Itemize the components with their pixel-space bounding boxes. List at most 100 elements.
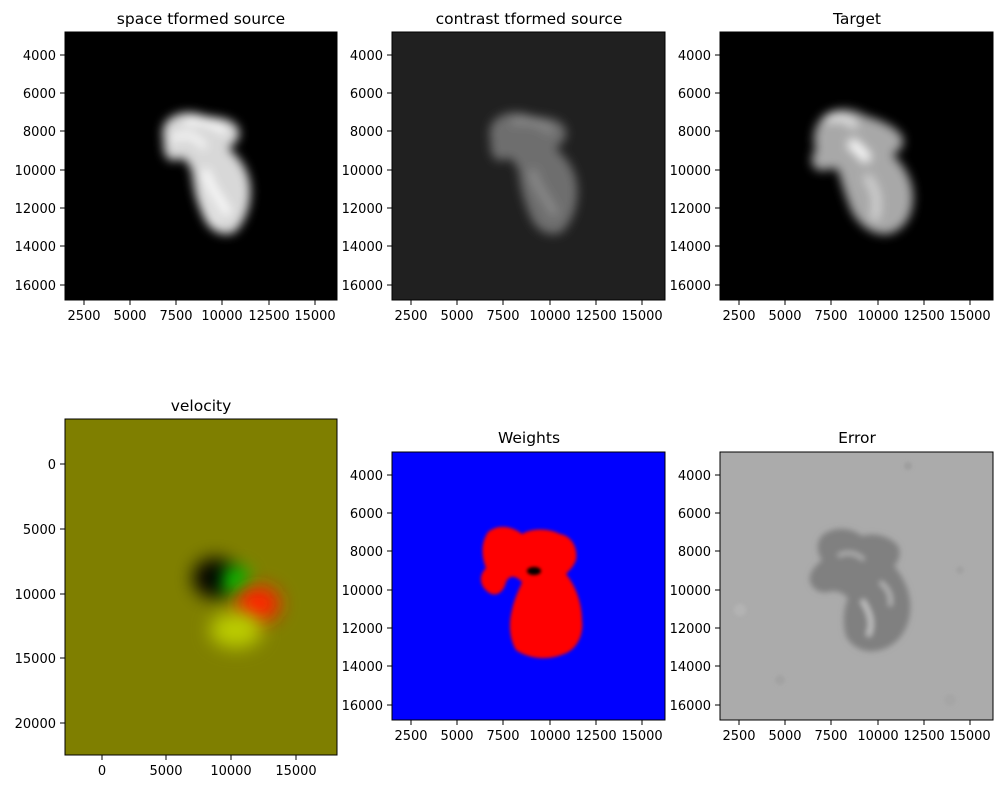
panel-weights: Weights 2500 5000 7500 10000 12500 15000… [342,429,666,744]
error-specks [734,462,964,706]
svg-text:15000: 15000 [15,652,56,667]
mask-hole [527,567,541,575]
svg-text:7500: 7500 [814,729,847,744]
svg-text:5000: 5000 [23,523,56,538]
svg-text:16000: 16000 [15,279,56,294]
svg-text:14000: 14000 [670,660,711,675]
svg-text:6000: 6000 [678,87,711,102]
panel-velocity: velocity 0 5000 10000 15000 0 5000 10000… [15,397,338,779]
svg-text:5000: 5000 [113,309,146,324]
svg-text:5000: 5000 [440,309,473,324]
panel-space-tformed-source: space tformed source 2500 5000 7500 1000… [15,10,338,324]
brain-shape [811,109,914,235]
svg-text:10000: 10000 [15,164,56,179]
svg-text:16000: 16000 [670,699,711,714]
panel-contrast-tformed-source: contrast tformed source 2500 5000 7500 1… [342,10,666,324]
x-ticks: 0 5000 10000 15000 [98,755,317,779]
svg-text:6000: 6000 [23,87,56,102]
svg-text:12000: 12000 [342,622,383,637]
svg-text:8000: 8000 [23,125,56,140]
svg-text:10000: 10000 [529,309,570,324]
svg-text:8000: 8000 [350,125,383,140]
velocity-field [193,558,280,648]
svg-text:6000: 6000 [678,507,711,522]
panel-title: Target [832,10,881,28]
svg-text:15000: 15000 [275,764,316,779]
svg-text:10000: 10000 [670,584,711,599]
svg-text:16000: 16000 [342,699,383,714]
svg-text:7500: 7500 [486,729,519,744]
svg-text:5000: 5000 [768,729,801,744]
svg-text:0: 0 [98,764,106,779]
svg-text:10000: 10000 [529,729,570,744]
mask-shape [480,526,583,659]
svg-text:5000: 5000 [440,729,473,744]
svg-text:12000: 12000 [670,622,711,637]
svg-text:10000: 10000 [210,764,251,779]
svg-text:4000: 4000 [350,469,383,484]
panel-title: contrast tformed source [436,10,623,28]
y-ticks: 4000 6000 8000 10000 12000 14000 16000 [670,49,720,294]
x-ticks: 2500 5000 7500 10000 12500 15000 [394,300,663,324]
svg-text:16000: 16000 [670,279,711,294]
svg-text:12000: 12000 [670,202,711,217]
svg-text:8000: 8000 [678,125,711,140]
svg-text:10000: 10000 [15,588,56,603]
y-ticks: 4000 6000 8000 10000 12000 14000 16000 [670,469,720,714]
x-ticks: 2500 5000 7500 10000 12500 15000 [722,720,991,744]
svg-text:14000: 14000 [342,660,383,675]
svg-text:15000: 15000 [621,309,662,324]
svg-text:6000: 6000 [350,507,383,522]
svg-text:10000: 10000 [857,309,898,324]
svg-text:15000: 15000 [949,729,990,744]
svg-text:10000: 10000 [342,164,383,179]
brain-shape [489,112,578,235]
svg-text:0: 0 [48,458,56,473]
x-ticks: 2500 5000 7500 10000 12500 15000 [722,300,991,324]
svg-text:14000: 14000 [670,240,711,255]
svg-text:10000: 10000 [857,729,898,744]
panel-title: Weights [498,429,560,447]
svg-text:15000: 15000 [294,309,335,324]
error-shape [809,528,911,652]
svg-text:4000: 4000 [678,49,711,64]
y-ticks: 4000 6000 8000 10000 12000 14000 16000 [342,49,392,294]
svg-text:6000: 6000 [350,87,383,102]
y-ticks: 4000 6000 8000 10000 12000 14000 16000 [342,469,392,714]
svg-text:2500: 2500 [722,309,755,324]
svg-text:12500: 12500 [248,309,289,324]
svg-text:12000: 12000 [15,202,56,217]
svg-text:2500: 2500 [722,729,755,744]
y-ticks: 4000 6000 8000 10000 12000 14000 16000 [15,49,65,294]
svg-text:12500: 12500 [903,309,944,324]
svg-text:8000: 8000 [350,545,383,560]
svg-text:4000: 4000 [350,49,383,64]
svg-text:10000: 10000 [201,309,242,324]
svg-text:8000: 8000 [678,545,711,560]
panel-error: Error 2500 5000 7500 10000 12500 15000 4… [670,429,994,744]
svg-text:7500: 7500 [486,309,519,324]
svg-text:7500: 7500 [159,309,192,324]
svg-text:10000: 10000 [342,584,383,599]
svg-text:10000: 10000 [670,164,711,179]
svg-text:15000: 15000 [621,729,662,744]
svg-text:12500: 12500 [903,729,944,744]
svg-text:20000: 20000 [15,717,56,732]
svg-text:15000: 15000 [949,309,990,324]
panel-title: space tformed source [117,10,285,28]
svg-text:12000: 12000 [342,202,383,217]
y-ticks: 0 5000 10000 15000 20000 [15,458,65,732]
panel-title: Error [838,429,876,447]
svg-text:14000: 14000 [342,240,383,255]
svg-text:4000: 4000 [23,49,56,64]
svg-text:2500: 2500 [394,309,427,324]
svg-text:2500: 2500 [394,729,427,744]
x-ticks: 2500 5000 7500 10000 12500 15000 [394,720,663,744]
panel-title: velocity [171,397,232,415]
x-ticks: 2500 5000 7500 10000 12500 15000 [67,300,336,324]
svg-text:7500: 7500 [814,309,847,324]
svg-text:12500: 12500 [575,309,616,324]
brain-shape [162,112,251,235]
svg-text:16000: 16000 [342,279,383,294]
